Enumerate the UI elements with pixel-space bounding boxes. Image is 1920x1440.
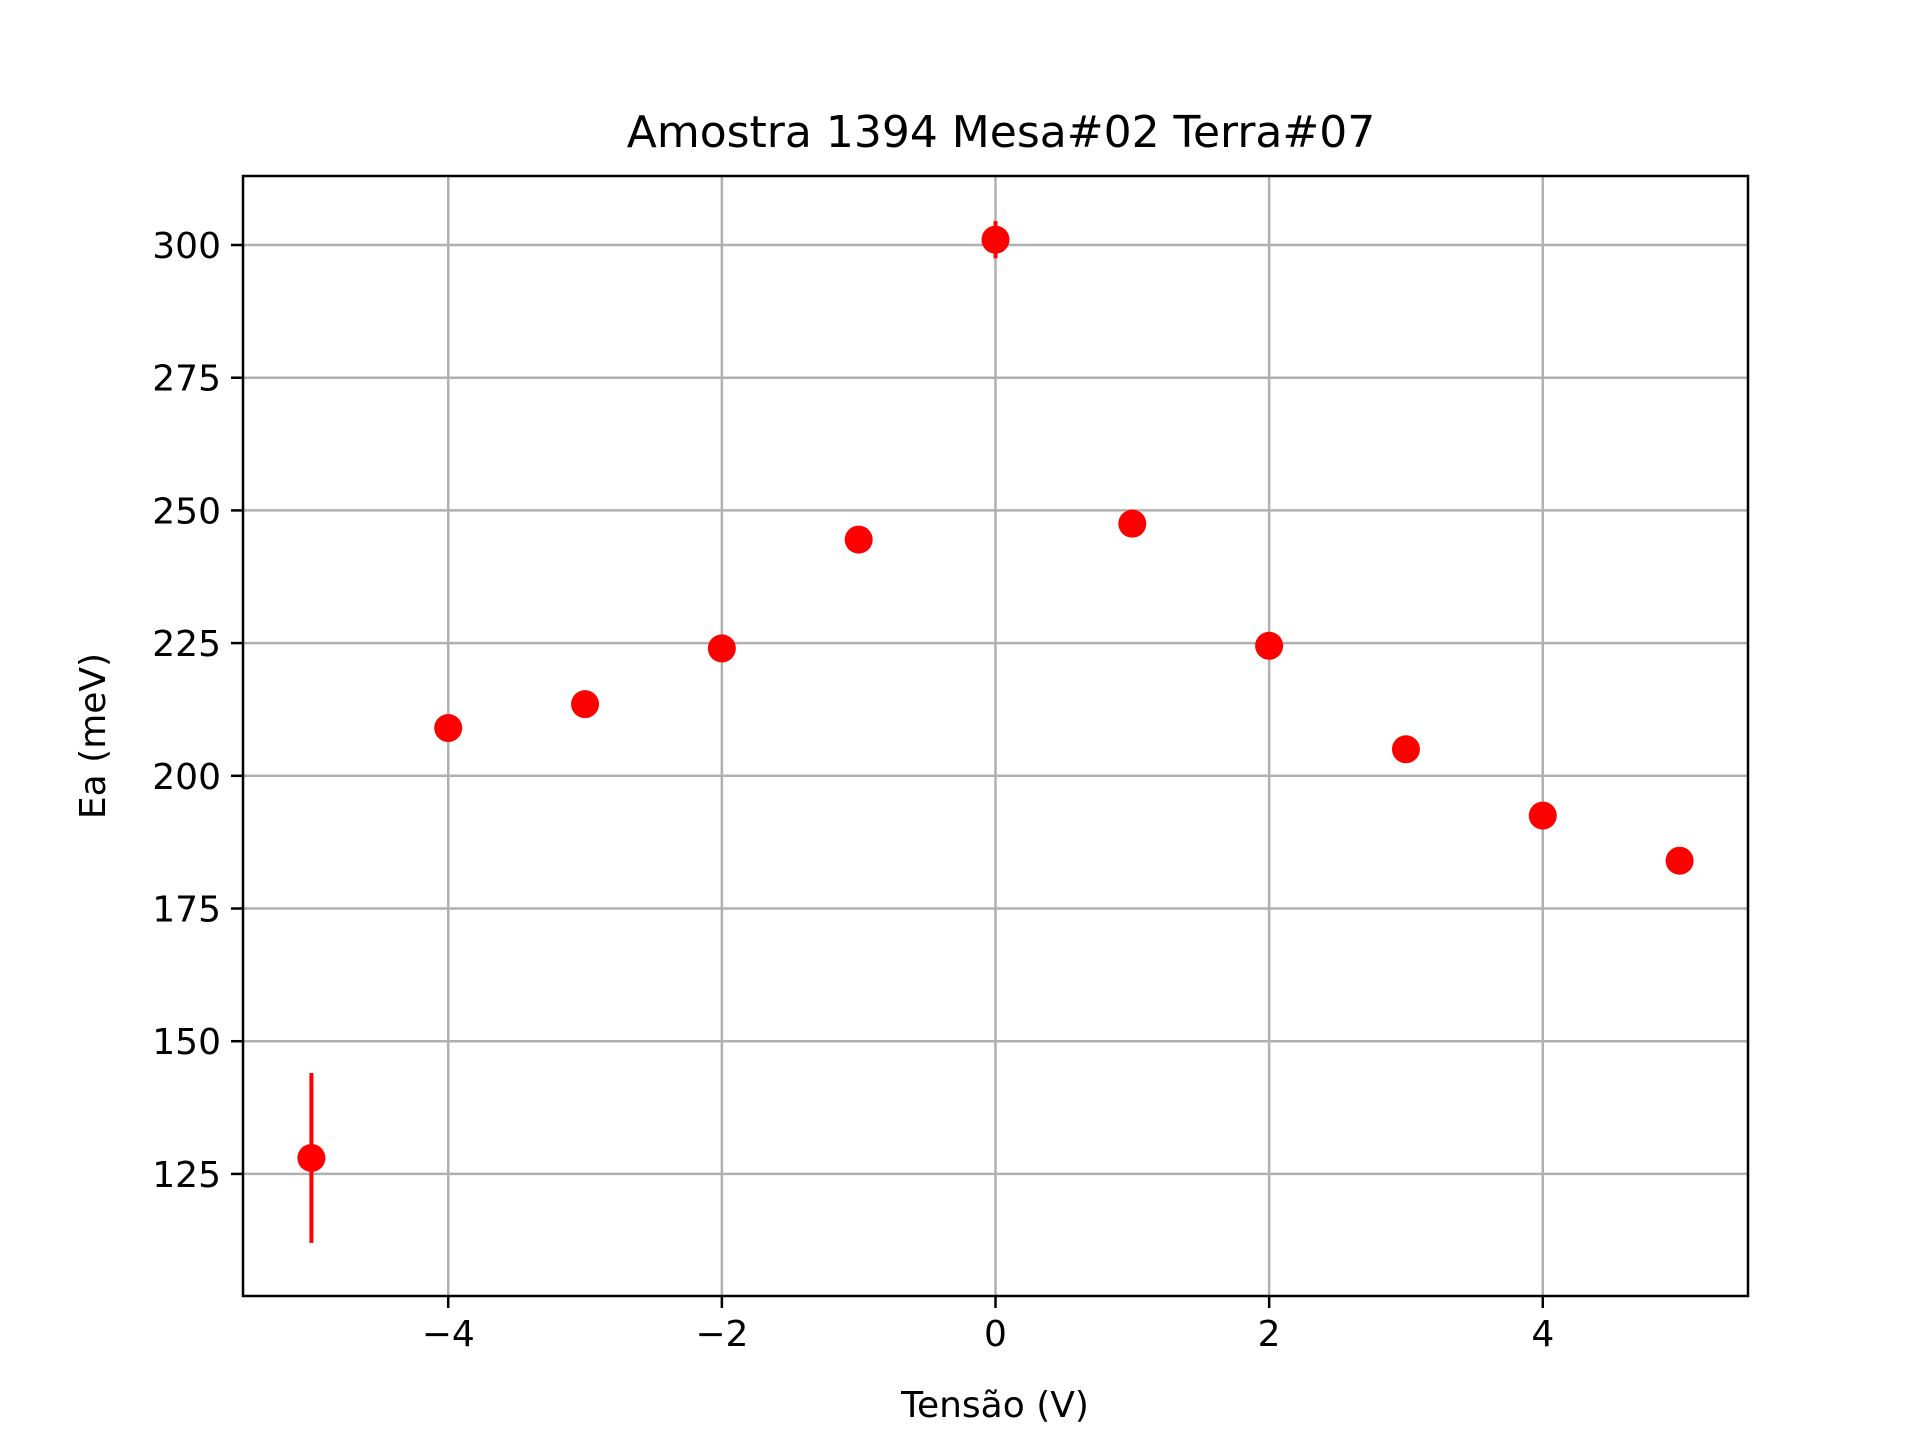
data-point — [434, 714, 463, 743]
y-tick-label: 250 — [152, 491, 221, 532]
data-point — [844, 525, 873, 554]
data-point — [1255, 631, 1284, 660]
data-point — [707, 634, 736, 663]
error-bars — [309, 221, 998, 1243]
data-point — [1528, 801, 1557, 830]
x-tick-label: −2 — [695, 1314, 748, 1355]
grid — [243, 176, 1748, 1296]
data-point — [571, 690, 600, 719]
x-axis-label: Tensão (V) — [900, 1385, 1089, 1426]
data-points — [297, 225, 1694, 1172]
y-tick-label: 125 — [152, 1155, 221, 1196]
data-point — [1118, 509, 1147, 538]
data-point — [297, 1143, 326, 1172]
y-axis: 125 150 175 200 225 250 275 300 — [152, 226, 243, 1196]
y-tick-label: 275 — [152, 359, 221, 400]
data-point — [981, 225, 1010, 254]
y-tick-label: 300 — [152, 226, 221, 267]
x-axis: −4 −2 0 2 4 — [422, 1296, 1554, 1355]
data-point — [1391, 735, 1420, 764]
x-tick-label: 4 — [1531, 1314, 1554, 1355]
y-tick-label: 175 — [152, 890, 221, 931]
y-tick-label: 200 — [152, 757, 221, 798]
chart-title: Amostra 1394 Mesa#02 Terra#07 — [627, 107, 1376, 158]
y-tick-label: 225 — [152, 624, 221, 665]
data-point — [1665, 846, 1694, 875]
x-tick-label: −4 — [422, 1314, 475, 1355]
y-tick-label: 150 — [152, 1022, 221, 1063]
x-tick-label: 0 — [984, 1314, 1007, 1355]
x-tick-label: 2 — [1258, 1314, 1281, 1355]
y-axis-label: Ea (meV) — [73, 653, 114, 819]
